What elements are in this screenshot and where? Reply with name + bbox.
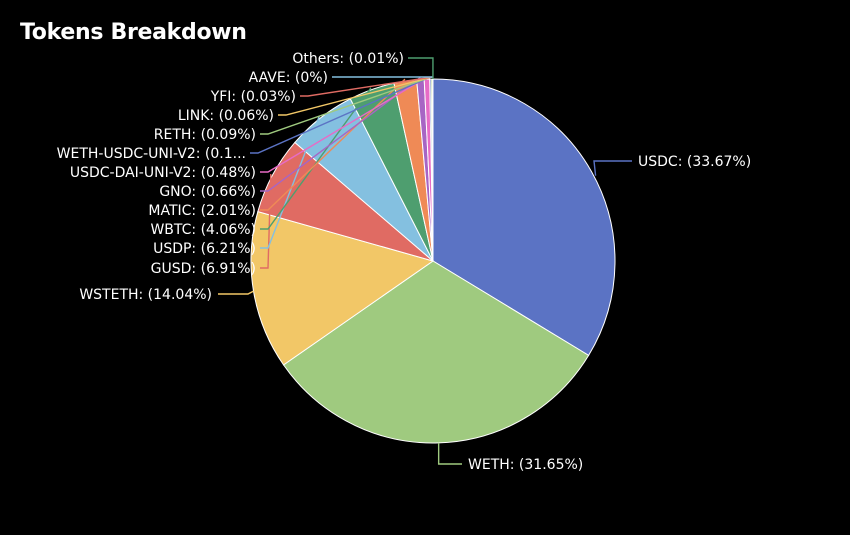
leader-line xyxy=(300,76,433,97)
chart-title: Tokens Breakdown xyxy=(20,20,247,45)
leader-line xyxy=(260,87,372,230)
leader-line xyxy=(218,290,254,295)
slice-label: WETH-USDC-UNI-V2: (0.1... xyxy=(57,146,246,162)
slice-label: YFI: (0.03%) xyxy=(210,89,296,105)
slice-label: AAVE: (0%) xyxy=(249,70,328,86)
slice-label: GUSD: (6.91%) xyxy=(151,261,256,277)
leader-line xyxy=(260,76,428,173)
slice-label: WBTC: (4.06%) xyxy=(150,222,256,238)
slice-label: LINK: (0.06%) xyxy=(178,108,274,124)
leader-line xyxy=(260,76,432,135)
slice-label: GNO: (0.66%) xyxy=(159,184,256,200)
slice-label: MATIC: (2.01%) xyxy=(148,203,256,219)
slice-label: Others: (0.01%) xyxy=(292,51,404,67)
pie-slice[interactable] xyxy=(432,78,616,357)
slice-label: WETH: (31.65%) xyxy=(468,457,583,473)
leader-line xyxy=(250,76,431,154)
leader-line xyxy=(260,116,320,249)
leader-line xyxy=(437,442,462,465)
leader-line xyxy=(278,76,433,116)
slice-label: USDC-DAI-UNI-V2: (0.48%) xyxy=(70,165,256,181)
slice-label: USDP: (6.21%) xyxy=(153,241,256,257)
leader-line xyxy=(408,57,434,80)
slice-label: USDC: (33.67%) xyxy=(638,154,751,170)
pie-slice[interactable] xyxy=(282,260,590,444)
leader-line xyxy=(260,76,421,192)
slice-label: WSTETH: (14.04%) xyxy=(79,287,212,303)
leader-line xyxy=(593,160,632,176)
slice-label: RETH: (0.09%) xyxy=(154,127,256,143)
leader-line xyxy=(260,174,272,269)
pie-slice[interactable] xyxy=(250,210,435,366)
